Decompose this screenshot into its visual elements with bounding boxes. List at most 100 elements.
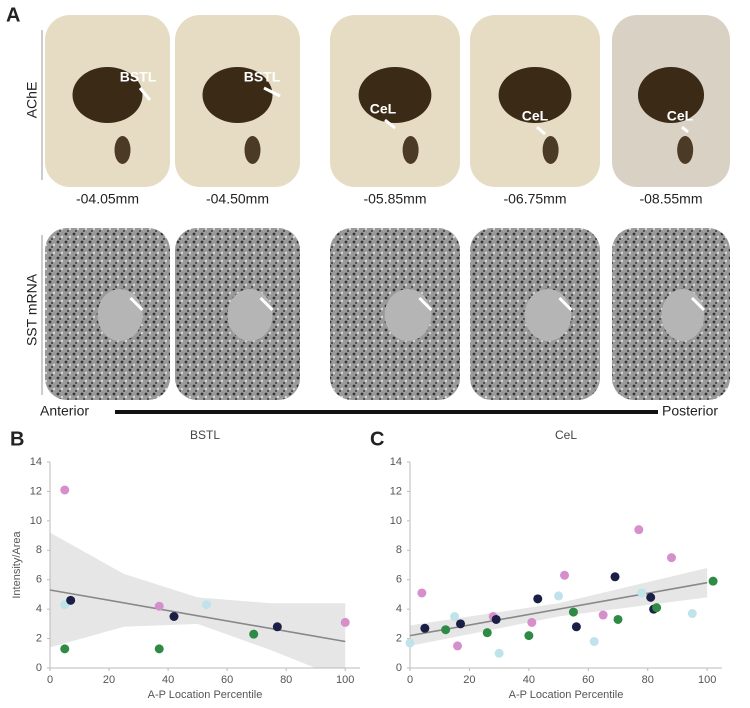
y-tick-label: 10 (30, 515, 42, 527)
ache-stain (72, 67, 143, 123)
arrow (690, 296, 706, 312)
y-tick-label: 8 (396, 544, 402, 556)
chart-title: CeL (555, 428, 577, 442)
ache-stain (498, 67, 572, 123)
data-point (169, 612, 179, 621)
row-label: AChE (24, 82, 40, 119)
data-point (610, 572, 620, 582)
y-tick-label: 0 (396, 662, 402, 674)
data-point (571, 622, 581, 632)
brain-sections: BSTL -04.05mm BSTL -04.50mm CeL -05.85mm CeL -0… (45, 15, 730, 400)
ache-stain (637, 67, 705, 123)
x-tick-label: 100 (698, 674, 716, 686)
x-tick-label: 80 (280, 674, 292, 686)
data-point (453, 641, 463, 651)
data-point (494, 648, 504, 658)
data-point (491, 614, 501, 624)
structure-label: BSTL (120, 69, 157, 85)
arrow (681, 125, 689, 134)
ache-stain (677, 136, 694, 164)
x-tick-label: 20 (103, 674, 115, 686)
y-tick-label: 4 (396, 603, 402, 615)
data-point (527, 617, 537, 627)
data-point (533, 594, 543, 604)
y-tick-label: 14 (390, 456, 402, 468)
depth-label: -06.75mm (503, 191, 566, 207)
structure-label: CeL (370, 101, 397, 117)
ache-stain (114, 136, 131, 164)
ache-stain (358, 67, 432, 123)
data-point (201, 600, 211, 610)
sst-region (97, 289, 143, 341)
x-tick-label: 0 (407, 674, 413, 686)
data-point (249, 629, 259, 639)
depth-label: -05.85mm (363, 191, 426, 207)
x-tick-label: 0 (47, 674, 53, 686)
data-point (589, 637, 599, 647)
y-tick-label: 14 (30, 456, 42, 468)
data-point (634, 525, 644, 535)
axis-start-label: Anterior (40, 403, 89, 419)
y-tick-label: 2 (36, 632, 42, 644)
chart-title: BSTL (190, 428, 220, 442)
y-tick-label: 12 (30, 485, 42, 497)
sst-region (661, 289, 705, 341)
x-tick-label: 40 (523, 674, 535, 686)
data-point (441, 625, 451, 635)
panel-label: C (370, 428, 384, 450)
depth-label: -08.55mm (639, 191, 702, 207)
data-point (154, 644, 164, 654)
data-point (60, 644, 70, 654)
axis-end-label: Posterior (662, 403, 718, 419)
data-point (60, 485, 70, 495)
arrow (138, 87, 152, 101)
data-point (450, 612, 460, 621)
y-tick-label: 0 (36, 662, 42, 674)
y-tick-label: 6 (36, 574, 42, 586)
structure-label: CeL (522, 108, 549, 124)
depth-label: -04.05mm (76, 191, 139, 207)
arrow (263, 86, 281, 98)
y-tick-label: 12 (390, 485, 402, 497)
data-point (666, 553, 676, 563)
data-point (405, 638, 415, 648)
x-axis-label: A-P Location Percentile (509, 689, 624, 701)
y-tick-label: 2 (396, 632, 402, 644)
data-point (524, 631, 534, 641)
data-point (482, 628, 492, 638)
data-point (568, 607, 578, 617)
x-tick-label: 100 (336, 674, 354, 686)
data-point (708, 576, 718, 586)
arrow (259, 296, 274, 312)
data-point (340, 617, 350, 627)
x-tick-label: 40 (162, 674, 174, 686)
arrow (384, 118, 396, 130)
y-tick-label: 6 (396, 574, 402, 586)
data-point (66, 595, 76, 605)
ache-stain (244, 136, 261, 164)
ache-stain (202, 67, 273, 123)
depth-label: -04.50mm (206, 191, 269, 207)
data-point (646, 592, 656, 602)
data-point (417, 588, 427, 598)
data-point (554, 591, 564, 601)
data-point (154, 601, 164, 611)
confidence-band (50, 532, 346, 668)
x-tick-label: 60 (582, 674, 594, 686)
data-point (637, 588, 647, 598)
data-point (687, 609, 697, 619)
y-tick-label: 10 (390, 515, 402, 527)
panel-label: A (6, 4, 20, 26)
y-axis-label: Intensity/Area (11, 530, 23, 598)
data-point (652, 603, 662, 613)
x-tick-label: 20 (463, 674, 475, 686)
trend-line (49, 589, 346, 643)
ache-stain (542, 136, 559, 164)
structure-label: BSTL (244, 69, 281, 85)
data-point (420, 623, 430, 633)
x-tick-label: 80 (642, 674, 654, 686)
arrow (418, 296, 433, 312)
sst-region (384, 289, 432, 341)
data-point (456, 619, 466, 629)
